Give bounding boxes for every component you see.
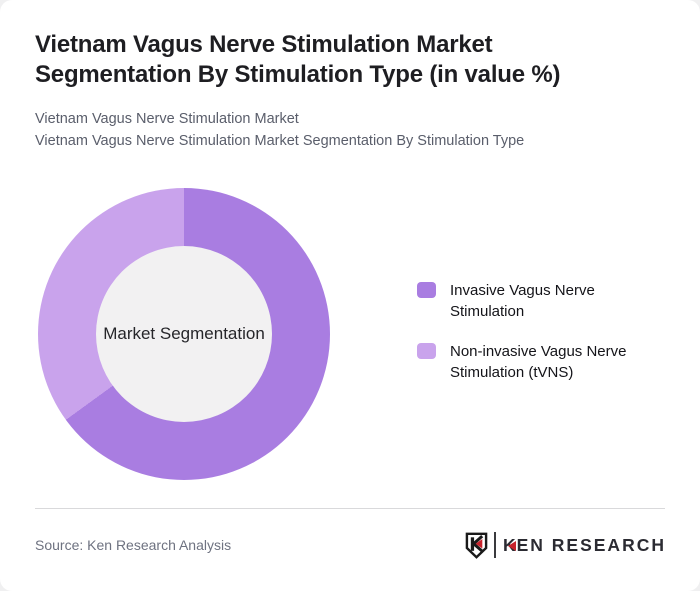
- ken-research-logo: K EN RESEARCH: [465, 532, 666, 559]
- legend-item-noninvasive: Non-invasive Vagus Nerve Stimulation (tV…: [417, 341, 646, 383]
- subtitle-market: Vietnam Vagus Nerve Stimulation Market: [35, 111, 299, 127]
- legend-label-invasive: Invasive Vagus Nerve Stimulation: [450, 282, 595, 320]
- legend-swatch-invasive-icon: [417, 282, 436, 298]
- page-title: Vietnam Vagus Nerve Stimulation Market S…: [35, 31, 561, 88]
- ken-research-shield-icon: [465, 532, 488, 559]
- footer: Source: Ken Research Analysis K EN RESEA…: [35, 528, 666, 562]
- chart-legend: Invasive Vagus Nerve Stimulation Non-inv…: [417, 280, 646, 402]
- donut-center-label: Market Segmentation: [103, 324, 265, 343]
- source-note: Source: Ken Research Analysis: [35, 537, 232, 553]
- legend-swatch-noninvasive-icon: [417, 343, 436, 359]
- legend-item-invasive: Invasive Vagus Nerve Stimulation: [417, 280, 646, 322]
- legend-label-noninvasive: Non-invasive Vagus Nerve Stimulation (tV…: [450, 343, 627, 381]
- donut-hole: Market Segmentation: [96, 246, 272, 422]
- subtitle-block: Vietnam Vagus Nerve Stimulation Market V…: [35, 109, 524, 152]
- donut-chart: Market Segmentation: [38, 188, 330, 480]
- logo-separator: [493, 532, 496, 558]
- brand-rest: EN RESEARCH: [516, 534, 666, 555]
- brand-wordmark: K EN RESEARCH: [503, 535, 666, 556]
- red-arrow-icon: [507, 541, 516, 551]
- subtitle-segmentation: Vietnam Vagus Nerve Stimulation Market S…: [35, 132, 525, 149]
- footer-divider: [35, 508, 665, 509]
